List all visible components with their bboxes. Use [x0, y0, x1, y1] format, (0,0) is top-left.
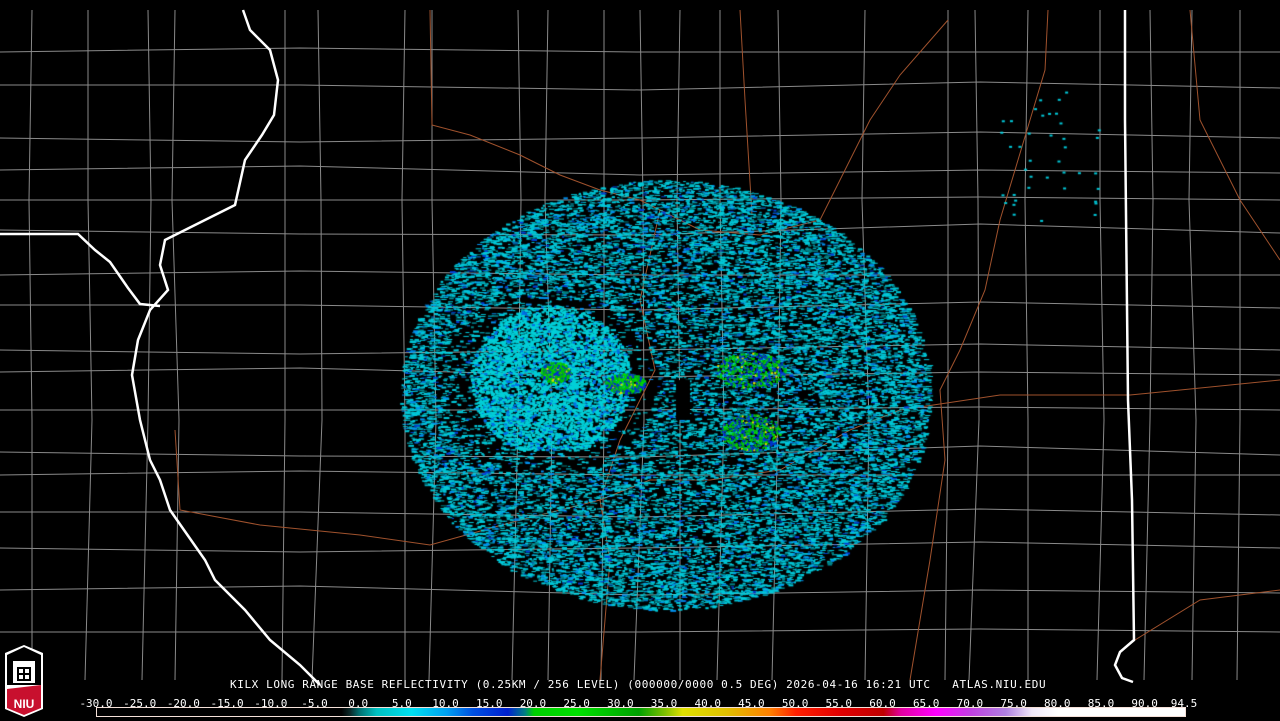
timestamp: 2026-04-16 16:21 UTC [786, 678, 931, 691]
color-scale-labels: -30.0 -25.0 -20.0 -15.0 -10.0 -5.0 0.0 5.0 10.0 1… [79, 697, 1197, 710]
scale-label: 90.0 [1131, 697, 1158, 710]
scale-label: -15.0 [210, 697, 244, 710]
scale-label: 80.0 [1044, 697, 1071, 710]
scale-label: 40.0 [694, 697, 721, 710]
scale-label: 55.0 [825, 697, 853, 710]
scale-label: -10.0 [254, 697, 288, 710]
scale-label: 50.0 [781, 697, 809, 710]
logo-text: NIU [14, 697, 35, 711]
scale-label: 65.0 [912, 697, 940, 710]
scale-label: 25.0 [563, 697, 590, 710]
scale-label: 35.0 [650, 697, 678, 710]
scale-label: 45.0 [738, 697, 765, 710]
source-url: ATLAS.NIU.EDU [952, 678, 1047, 691]
radar-site: KILX [230, 678, 259, 691]
scale-label: 10.0 [432, 697, 459, 710]
scale-label: 30.0 [607, 697, 634, 710]
product-caption: KILX LONG RANGE BASE REFLECTIVITY (0.25K… [230, 678, 1046, 691]
scale-label: 20.0 [519, 697, 547, 710]
scale-label: -20.0 [166, 697, 200, 710]
niu-logo-icon: NIU [5, 645, 43, 717]
scale-label: -25.0 [123, 697, 157, 710]
scale-label: 94.5 [1170, 697, 1198, 710]
niu-logo: NIU [3, 645, 45, 717]
color-scale-bar [96, 707, 1186, 717]
product-name: LONG RANGE BASE REFLECTIVITY (0.25KM / 2… [266, 678, 779, 691]
scale-label: 5.0 [391, 697, 412, 710]
scale-label: 85.0 [1087, 697, 1115, 710]
scale-label: 75.0 [1000, 697, 1027, 710]
scale-label: 70.0 [956, 697, 984, 710]
scale-label: 15.0 [476, 697, 503, 710]
scale-label: 0.0 [348, 697, 369, 710]
scale-label: -5.0 [301, 697, 328, 710]
scale-label: -30.0 [79, 697, 113, 710]
scale-label: 60.0 [869, 697, 896, 710]
